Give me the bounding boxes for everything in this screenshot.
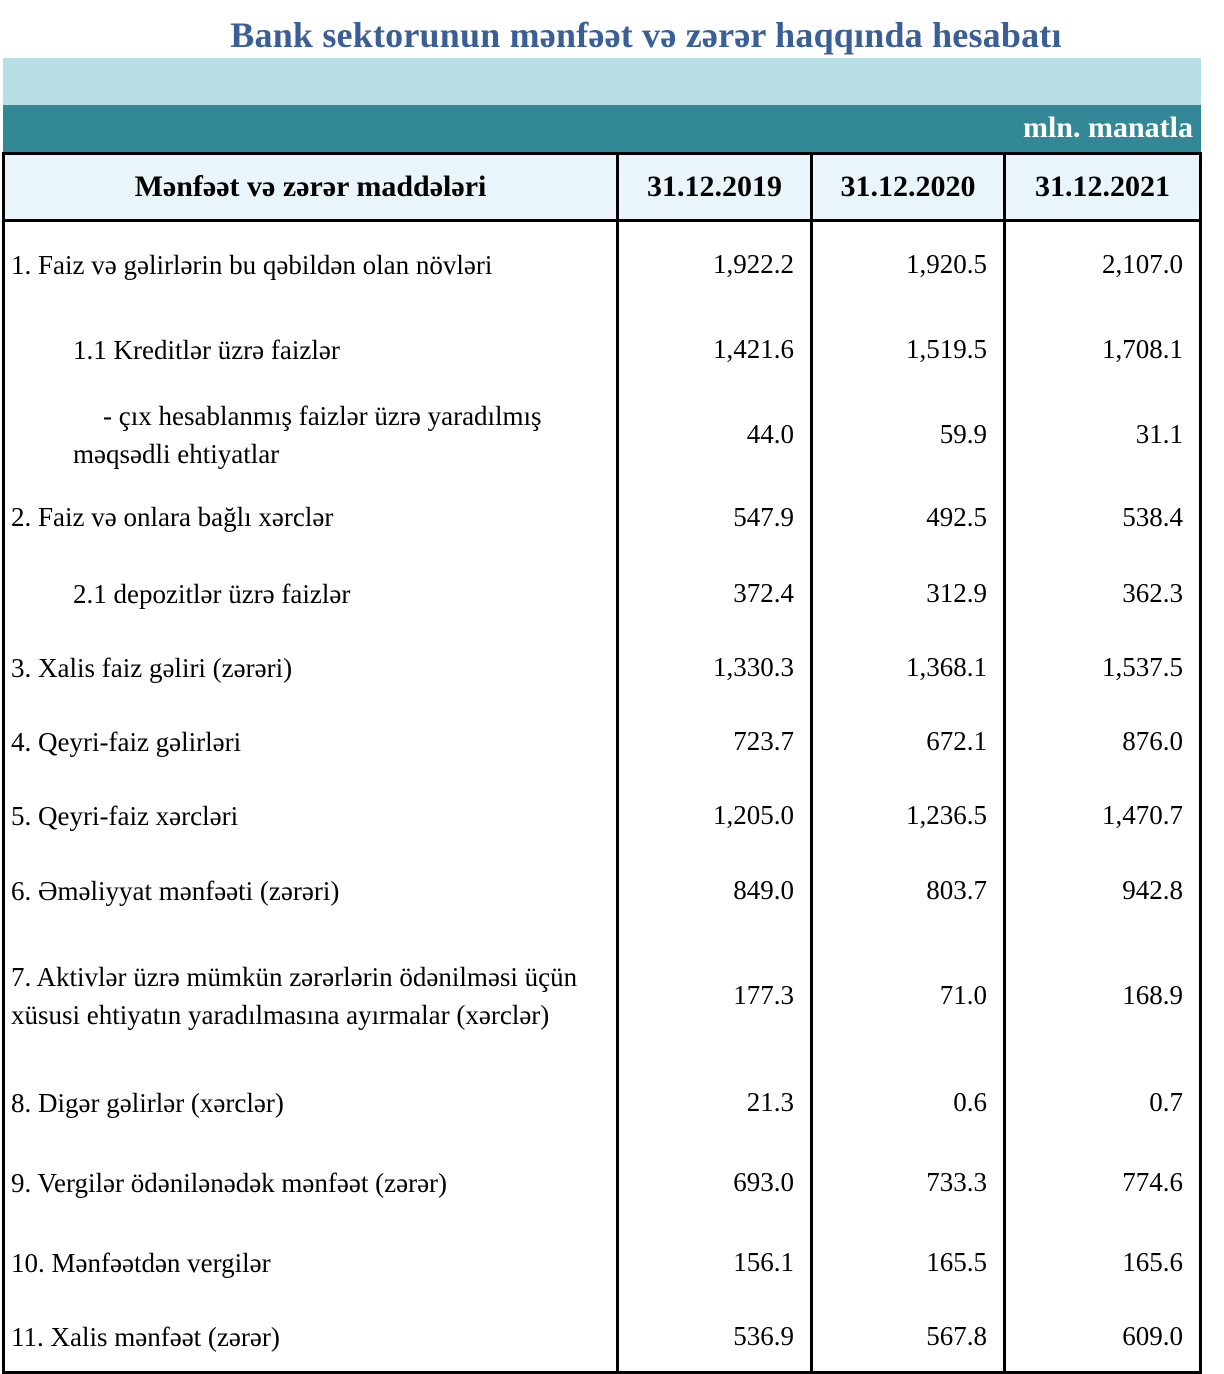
value-cell: 536.9 (616, 1302, 813, 1374)
value-cell: 1,205.0 (616, 778, 813, 853)
table-row: - çıx hesablanmış faizlər üzrə yaradılmı… (2, 391, 1202, 478)
value-cell: 44.0 (616, 391, 813, 478)
table-row: 9. Vergilər ödənilənədək mənfəət (zərər)… (2, 1142, 1202, 1223)
value-cell: 1,537.5 (1003, 630, 1202, 705)
value-cell: 0.7 (1003, 1062, 1202, 1143)
value-cell: 492.5 (810, 477, 1006, 557)
row-label: 11. Xalis mənfəət (zərər) (2, 1302, 619, 1374)
value-cell: 774.6 (1003, 1142, 1202, 1223)
column-header: 31.12.2019 (616, 152, 813, 222)
value-cell: 672.1 (810, 704, 1006, 779)
table-header-row: Mənfəət və zərər maddələri 31.12.2019 31… (2, 152, 1202, 222)
value-cell: 876.0 (1003, 704, 1202, 779)
table-row: 2. Faiz və onlara bağlı xərclər 547.9 492.… (2, 477, 1202, 557)
row-label: 7. Aktivlər üzrə mümkün zərərlərin ödəni… (2, 928, 619, 1063)
row-label: 4. Qeyri-faiz gəlirləri (2, 704, 619, 779)
table-row: 10. Mənfəətdən vergilər 156.1 165.5 165.6 (2, 1222, 1202, 1303)
table-row: 3. Xalis faiz gəliri (zərəri) 1,330.3 1,36… (2, 630, 1202, 705)
value-cell: 1,330.3 (616, 630, 813, 705)
table-row: 11. Xalis mənfəət (zərər) 536.9 567.8 609.0 (2, 1302, 1202, 1374)
value-cell: 2,107.0 (1003, 220, 1202, 308)
value-cell: 165.6 (1003, 1222, 1202, 1303)
row-label: 9. Vergilər ödənilənədək mənfəət (zərər) (2, 1142, 619, 1223)
row-label-text: - çıx hesablanmış faizlər üzrə yaradılmı… (73, 400, 542, 469)
value-cell: 362.3 (1003, 556, 1202, 631)
table-row: 6. Əməliyyat mənfəəti (zərəri) 849.0 803.7… (2, 852, 1202, 929)
row-label: 10. Mənfəətdən vergilər (2, 1222, 619, 1303)
table-row: 7. Aktivlər üzrə mümkün zərərlərin ödəni… (2, 928, 1202, 1063)
value-cell: 177.3 (616, 928, 813, 1063)
value-cell: 71.0 (810, 928, 1006, 1063)
unit-label: mln. manatla (3, 105, 1201, 153)
value-cell: 547.9 (616, 477, 813, 557)
table-row: 8. Digər gəlirlər (xərclər) 21.3 0.6 0.7 (2, 1062, 1202, 1143)
value-cell: 0.6 (810, 1062, 1006, 1143)
value-cell: 733.3 (810, 1142, 1006, 1223)
table-row: 2.1 depozitlər üzrə faizlər 372.4 312.9 362… (2, 556, 1202, 631)
value-cell: 1,708.1 (1003, 307, 1202, 392)
value-cell: 165.5 (810, 1222, 1006, 1303)
value-cell: 849.0 (616, 852, 813, 929)
value-cell: 168.9 (1003, 928, 1202, 1063)
row-label: 5. Qeyri-faiz xərcləri (2, 778, 619, 853)
row-label: 1.1 Kreditlər üzrə faizlər (2, 307, 619, 392)
value-cell: 538.4 (1003, 477, 1202, 557)
value-cell: 942.8 (1003, 852, 1202, 929)
value-cell: 31.1 (1003, 391, 1202, 478)
row-label: 2. Faiz və onlara bağlı xərclər (2, 477, 619, 557)
value-cell: 1,519.5 (810, 307, 1006, 392)
value-cell: 693.0 (616, 1142, 813, 1223)
value-cell: 1,922.2 (616, 220, 813, 308)
table-row: 4. Qeyri-faiz gəlirləri 723.7 672.1 876.0 (2, 704, 1202, 779)
value-cell: 1,236.5 (810, 778, 1006, 853)
value-cell: 803.7 (810, 852, 1006, 929)
value-cell: 1,368.1 (810, 630, 1006, 705)
row-label: 2.1 depozitlər üzrə faizlər (2, 556, 619, 631)
table-row: 1.1 Kreditlər üzrə faizlər 1,421.6 1,519.5… (2, 307, 1202, 392)
column-header: 31.12.2021 (1003, 152, 1202, 222)
row-label: 1. Faiz və gəlirlərin bu qəbildən olan n… (2, 220, 619, 308)
value-cell: 723.7 (616, 704, 813, 779)
value-cell: 567.8 (810, 1302, 1006, 1374)
column-header: Mənfəət və zərər maddələri (2, 152, 619, 222)
column-header: 31.12.2020 (810, 152, 1006, 222)
row-label: - çıx hesablanmış faizlər üzrə yaradılmı… (2, 391, 619, 478)
value-cell: 372.4 (616, 556, 813, 631)
table-row: 1. Faiz və gəlirlərin bu qəbildən olan n… (2, 220, 1202, 308)
value-cell: 21.3 (616, 1062, 813, 1143)
value-cell: 59.9 (810, 391, 1006, 478)
value-cell: 156.1 (616, 1222, 813, 1303)
table-row: 5. Qeyri-faiz xərcləri 1,205.0 1,236.5 1,47… (2, 778, 1202, 853)
row-label: 3. Xalis faiz gəliri (zərəri) (2, 630, 619, 705)
value-cell: 1,421.6 (616, 307, 813, 392)
row-label: 8. Digər gəlirlər (xərclər) (2, 1062, 619, 1143)
row-label: 6. Əməliyyat mənfəəti (zərəri) (2, 852, 619, 929)
value-cell: 609.0 (1003, 1302, 1202, 1374)
header-band (3, 58, 1201, 105)
value-cell: 312.9 (810, 556, 1006, 631)
page-title: Bank sektorunun mənfəət və zərər haqqınd… (230, 15, 1062, 55)
value-cell: 1,920.5 (810, 220, 1006, 308)
value-cell: 1,470.7 (1003, 778, 1202, 853)
income-statement-table: Mənfəət və zərər maddələri 31.12.2019 31… (2, 152, 1202, 1374)
